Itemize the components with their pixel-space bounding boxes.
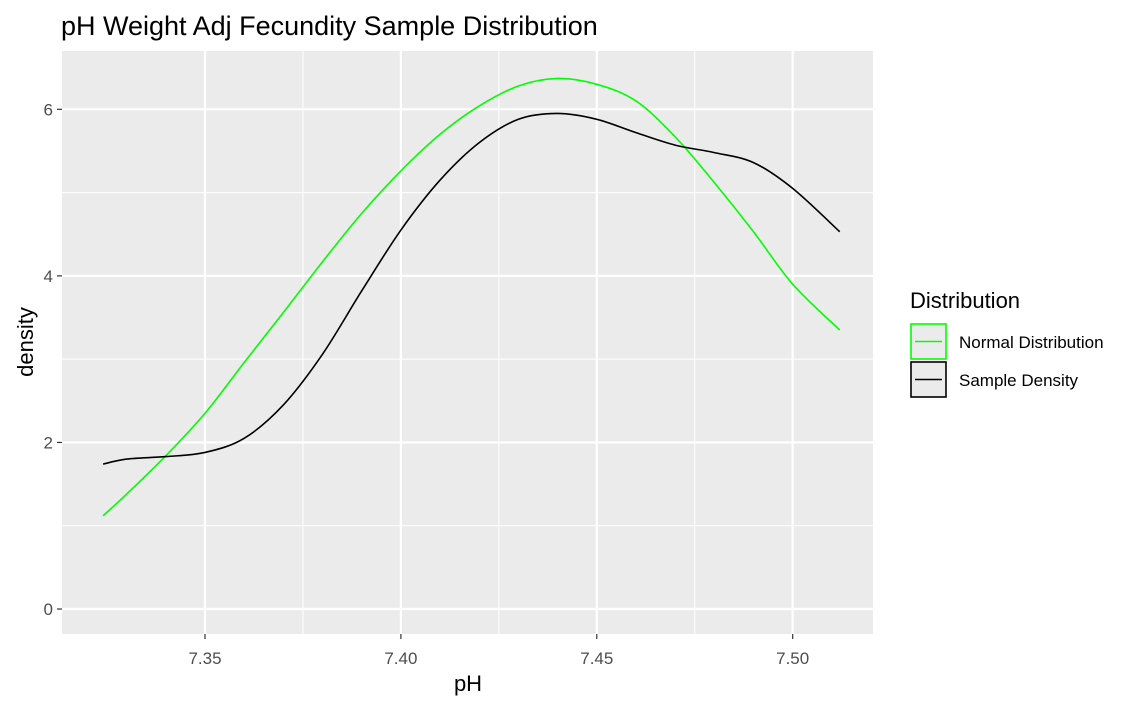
x-tick-label: 7.40 — [384, 649, 417, 668]
legend: Normal Distribution Sample Density — [910, 323, 1104, 398]
x-tick-label: 7.45 — [580, 649, 613, 668]
axis-ticks: 7.35 7.40 7.45 7.50 0 2 4 6 — [44, 100, 810, 668]
legend-label: Normal Distribution — [959, 333, 1104, 352]
plot-panel — [62, 51, 873, 634]
y-axis-title: density — [13, 307, 38, 377]
x-tick-label: 7.50 — [776, 649, 809, 668]
series-lines — [102, 77, 841, 517]
y-tick-label: 6 — [44, 100, 53, 119]
x-axis-title: pH — [454, 671, 482, 696]
y-tick-label: 4 — [44, 267, 53, 286]
legend-label: Sample Density — [959, 371, 1079, 390]
x-tick-label: 7.35 — [188, 649, 221, 668]
major-gridlines — [62, 51, 873, 634]
y-tick-label: 0 — [44, 600, 53, 619]
series-line-normal-distribution — [102, 77, 841, 517]
series-line-sample-density — [102, 112, 841, 465]
legend-title: Distribution — [910, 288, 1020, 313]
chart-title: pH Weight Adj Fecundity Sample Distribut… — [61, 11, 598, 41]
y-tick-label: 2 — [44, 433, 53, 452]
minor-gridlines — [62, 51, 873, 634]
